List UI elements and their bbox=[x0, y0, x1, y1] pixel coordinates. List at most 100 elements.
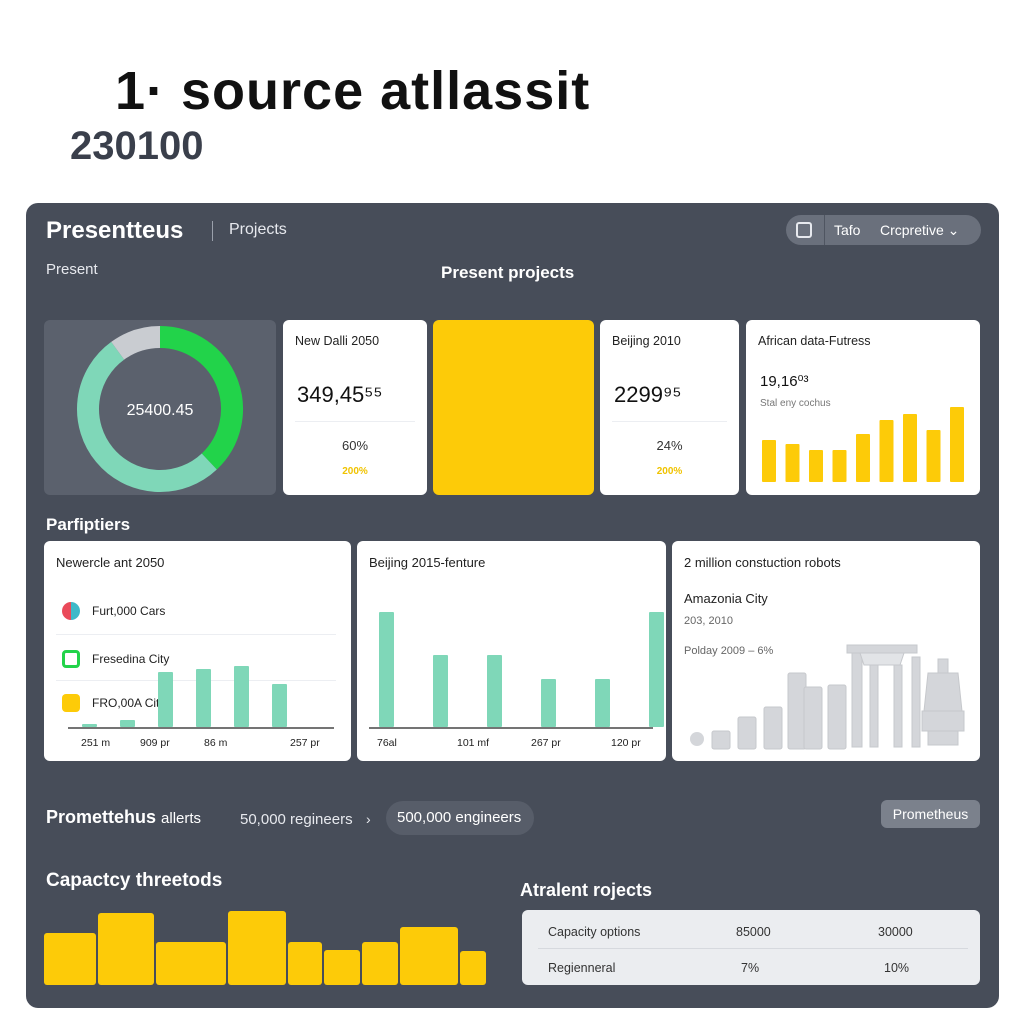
capacity-bar bbox=[324, 950, 360, 985]
robot-bar bbox=[827, 684, 847, 750]
highlight-card[interactable] bbox=[433, 320, 594, 495]
panel-note: Polday 2009 – 6% bbox=[684, 645, 774, 657]
panel-construction-robots[interactable]: 2 million constuction robots Amazonia Ci… bbox=[672, 541, 980, 761]
robot-bar bbox=[803, 686, 823, 750]
card-sub-percent: 200% bbox=[656, 466, 683, 477]
tafo-button[interactable]: Tafo bbox=[834, 222, 861, 238]
african-bar bbox=[809, 450, 823, 482]
gear-icon bbox=[690, 732, 704, 746]
card-african-data[interactable]: African data-Futress 19,16⁰³ Stal eny co… bbox=[746, 320, 980, 495]
circle-icon bbox=[62, 602, 80, 620]
hero-title: 1· source atllassit bbox=[115, 61, 591, 121]
panel-bar-chart bbox=[369, 612, 664, 729]
panel2-bar bbox=[595, 679, 610, 727]
panel-title: 2 million constuction robots bbox=[684, 555, 841, 570]
donut-center-label: 25400.45 bbox=[127, 402, 194, 419]
projects-table: Capacity options 85000 30000 Regienneral… bbox=[522, 910, 980, 985]
panel2-bar bbox=[379, 612, 394, 727]
panel-bar-chart bbox=[68, 666, 334, 729]
alerts-title-suffix: allerts bbox=[161, 810, 202, 827]
card-value: 349,45⁵⁵ bbox=[297, 382, 383, 407]
panel2-bar bbox=[649, 612, 664, 727]
panel1-bar bbox=[234, 666, 249, 727]
brand-logo[interactable]: Presentteus bbox=[46, 217, 184, 244]
panel-beijing-2015[interactable]: Beijing 2015-fenture 76al 101 mf 267 pr … bbox=[357, 541, 666, 761]
card-divider bbox=[295, 421, 415, 422]
dashboard-panel: Presentteus Projects Tafo Crcpretive ⌄ P… bbox=[26, 203, 999, 1008]
panel-title: Beijing 2015-fenture bbox=[369, 555, 486, 570]
card-subtitle: Stal eny cochus bbox=[760, 398, 831, 409]
alerts-title-main: Promettehus bbox=[46, 807, 157, 827]
view-selector-dropdown[interactable]: Crcpretive ⌄ bbox=[880, 222, 960, 238]
african-bar bbox=[950, 407, 964, 482]
panel2-bar bbox=[541, 679, 556, 727]
panel-illustration bbox=[690, 644, 965, 750]
card-beijing[interactable]: Beijing 2010 2299⁹⁵ 24% 200% bbox=[600, 320, 739, 495]
robot-bar bbox=[737, 716, 757, 750]
panel-newercle[interactable]: Newercle ant 2050 Furt,000 Cars Fresedin… bbox=[44, 541, 351, 761]
card-title: New Dalli 2050 bbox=[295, 334, 380, 348]
card-title: Beijing 2010 bbox=[612, 334, 681, 348]
card-percent: 24% bbox=[656, 438, 683, 453]
table-divider bbox=[538, 948, 968, 949]
african-bar bbox=[903, 414, 917, 482]
table-cell: 10% bbox=[884, 961, 910, 975]
card-percent: 60% bbox=[341, 438, 369, 453]
african-bar bbox=[785, 444, 800, 482]
african-bar-chart bbox=[762, 407, 964, 482]
panel2-bar bbox=[487, 655, 502, 727]
african-bar bbox=[762, 440, 776, 482]
chevron-right-icon: › bbox=[366, 811, 371, 827]
square-icon bbox=[62, 650, 80, 668]
capacity-bar bbox=[98, 913, 154, 985]
capacity-bar bbox=[288, 942, 322, 985]
engineers-pill[interactable]: 500,000 engineers bbox=[386, 801, 534, 835]
panel-year: 203, 2010 bbox=[684, 615, 733, 627]
card-new-dalli[interactable]: New Dalli 2050 349,45⁵⁵ 60% 200% bbox=[283, 320, 427, 495]
donut-card[interactable]: 25400.45 bbox=[44, 320, 276, 495]
capacity-bar bbox=[460, 951, 486, 985]
table-cell: 30000 bbox=[878, 925, 913, 939]
african-bar bbox=[832, 450, 847, 482]
african-bar bbox=[856, 434, 870, 482]
present-label: Present bbox=[46, 261, 98, 278]
panel1-bar bbox=[120, 720, 135, 727]
card-title: African data-Futress bbox=[758, 334, 871, 348]
prometheus-button[interactable]: Prometheus bbox=[881, 800, 980, 828]
robot-bar bbox=[711, 730, 731, 750]
table-cell: Capacity options bbox=[548, 925, 641, 939]
card-sub-percent: 200% bbox=[342, 466, 368, 477]
nav-projects-link[interactable]: Projects bbox=[229, 221, 287, 238]
card-divider bbox=[612, 421, 727, 422]
section-label: Parfiptiers bbox=[46, 515, 131, 534]
breadcrumb-engineers[interactable]: 50,000 regineers bbox=[240, 811, 353, 828]
robot-bar bbox=[787, 672, 807, 750]
square-icon bbox=[62, 694, 80, 712]
toolbar-divider bbox=[824, 215, 825, 245]
table-cell: Regienneral bbox=[548, 961, 616, 975]
capacity-title: Capactcy threetods bbox=[46, 870, 223, 891]
axis-label: 257 pr bbox=[290, 737, 320, 749]
axis-label: 909 pr bbox=[140, 737, 170, 749]
table-cell: 7% bbox=[741, 961, 760, 975]
legend-label: FRO,00A City bbox=[92, 696, 166, 710]
panel1-bar bbox=[158, 672, 173, 727]
lantern-icon bbox=[921, 658, 965, 746]
card-value: 19,16⁰³ bbox=[760, 373, 809, 390]
donut-segment-green bbox=[159, 326, 243, 470]
present-projects-title: Present projects bbox=[441, 263, 575, 282]
row-divider bbox=[56, 634, 336, 635]
folder-icon[interactable] bbox=[796, 222, 812, 238]
arch-icon bbox=[846, 644, 921, 748]
capacity-bar bbox=[44, 933, 96, 985]
table-cell: 85000 bbox=[736, 925, 771, 939]
alerts-title: Promettehus allerts bbox=[46, 807, 201, 828]
header-divider bbox=[212, 221, 213, 241]
panel1-bar bbox=[196, 669, 211, 727]
axis-label: 86 m bbox=[204, 737, 228, 749]
legend-label: Furt,000 Cars bbox=[92, 604, 166, 618]
panel2-bar bbox=[433, 655, 448, 727]
donut-chart: 25400.45 bbox=[77, 326, 243, 492]
capacity-bar bbox=[156, 942, 226, 985]
capacity-bar bbox=[228, 911, 286, 985]
